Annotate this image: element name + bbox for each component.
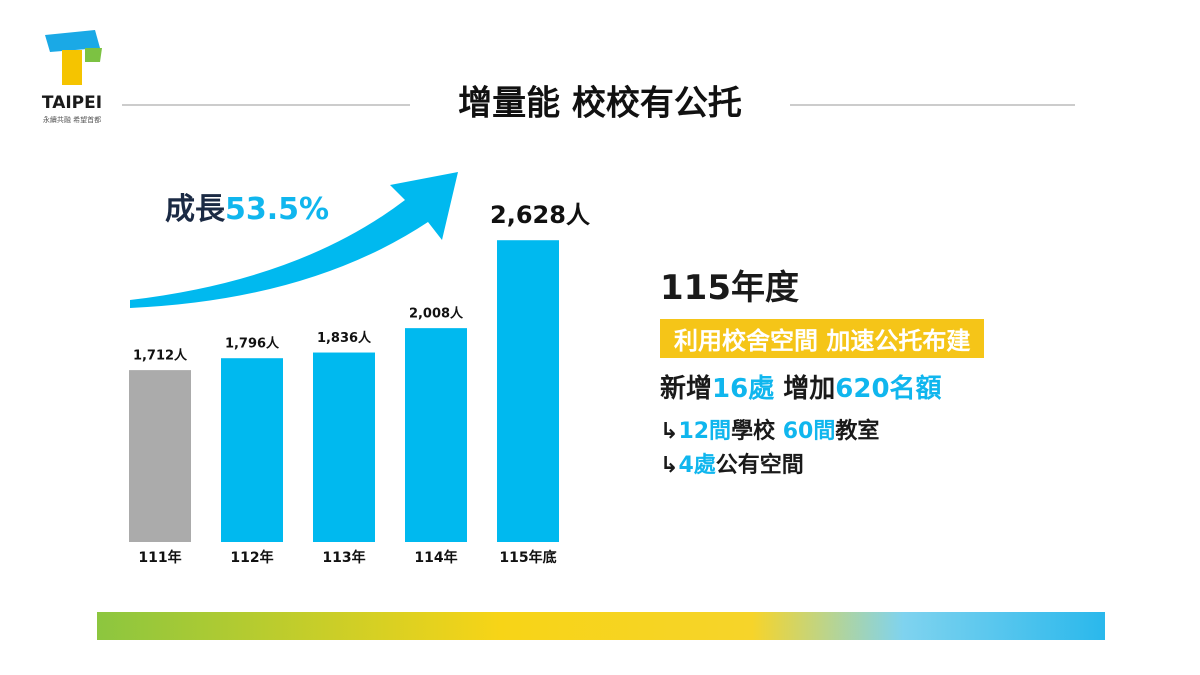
chart: 111年 1,712人 112年 1,796人 113年 1,836人 114年 2,008人…: [129, 201, 590, 566]
value-label: 1,712人: [133, 348, 188, 364]
value-label: 1,796人: [225, 336, 280, 352]
highlight: 60間: [782, 419, 836, 444]
growth-arrow: [130, 172, 458, 308]
growth-value: 53.5%: [225, 192, 329, 227]
panel-sub: ↳4處公有空間: [660, 453, 804, 478]
footer-band: [97, 612, 1105, 640]
text: 教室: [835, 419, 880, 444]
bar: [405, 328, 467, 542]
title: 增量能 校校有公托: [458, 84, 742, 124]
value-label: 2,008人: [409, 306, 464, 322]
highlight: 4處: [678, 453, 716, 478]
bar: [497, 240, 559, 542]
panel-line: 新增16處 增加620名額: [660, 368, 984, 405]
panel-year: 115年度: [660, 268, 799, 308]
x-tick-label: 114年: [414, 549, 457, 566]
highlight: 12間: [678, 419, 732, 444]
bar: [313, 352, 375, 542]
info-panel: 115年度 利用校舍空間 加速公托布建 新增16處 增加620名額 ↳12間學校…: [660, 260, 985, 479]
highlight: 16處: [712, 374, 775, 404]
growth-text: 成長53.5%: [165, 192, 329, 227]
text: 公有空間: [715, 453, 804, 478]
bar: [129, 370, 191, 542]
x-tick-label: 115年底: [499, 549, 556, 566]
growth-label: 成長: [165, 192, 226, 227]
panel-sub: ↳12間學校 60間教室: [660, 419, 880, 444]
highlight: 620名額: [835, 374, 942, 404]
value-label: 2,628人: [490, 201, 590, 229]
logo-mark: [45, 30, 102, 85]
value-label: 1,836人: [317, 330, 372, 346]
x-tick-label: 112年: [230, 549, 273, 566]
panel-banner: 利用校舍空間 加速公托布建: [660, 319, 985, 358]
text: 新增: [660, 374, 713, 404]
logo-slogan: 永續共融 希望首都: [43, 115, 101, 124]
bar: [221, 358, 283, 542]
x-tick-label: 113年: [322, 549, 365, 566]
text: 學校: [731, 419, 783, 444]
x-tick-label: 111年: [138, 549, 181, 566]
logo-name: TAIPEI: [42, 93, 102, 113]
text: 增加: [774, 374, 836, 404]
